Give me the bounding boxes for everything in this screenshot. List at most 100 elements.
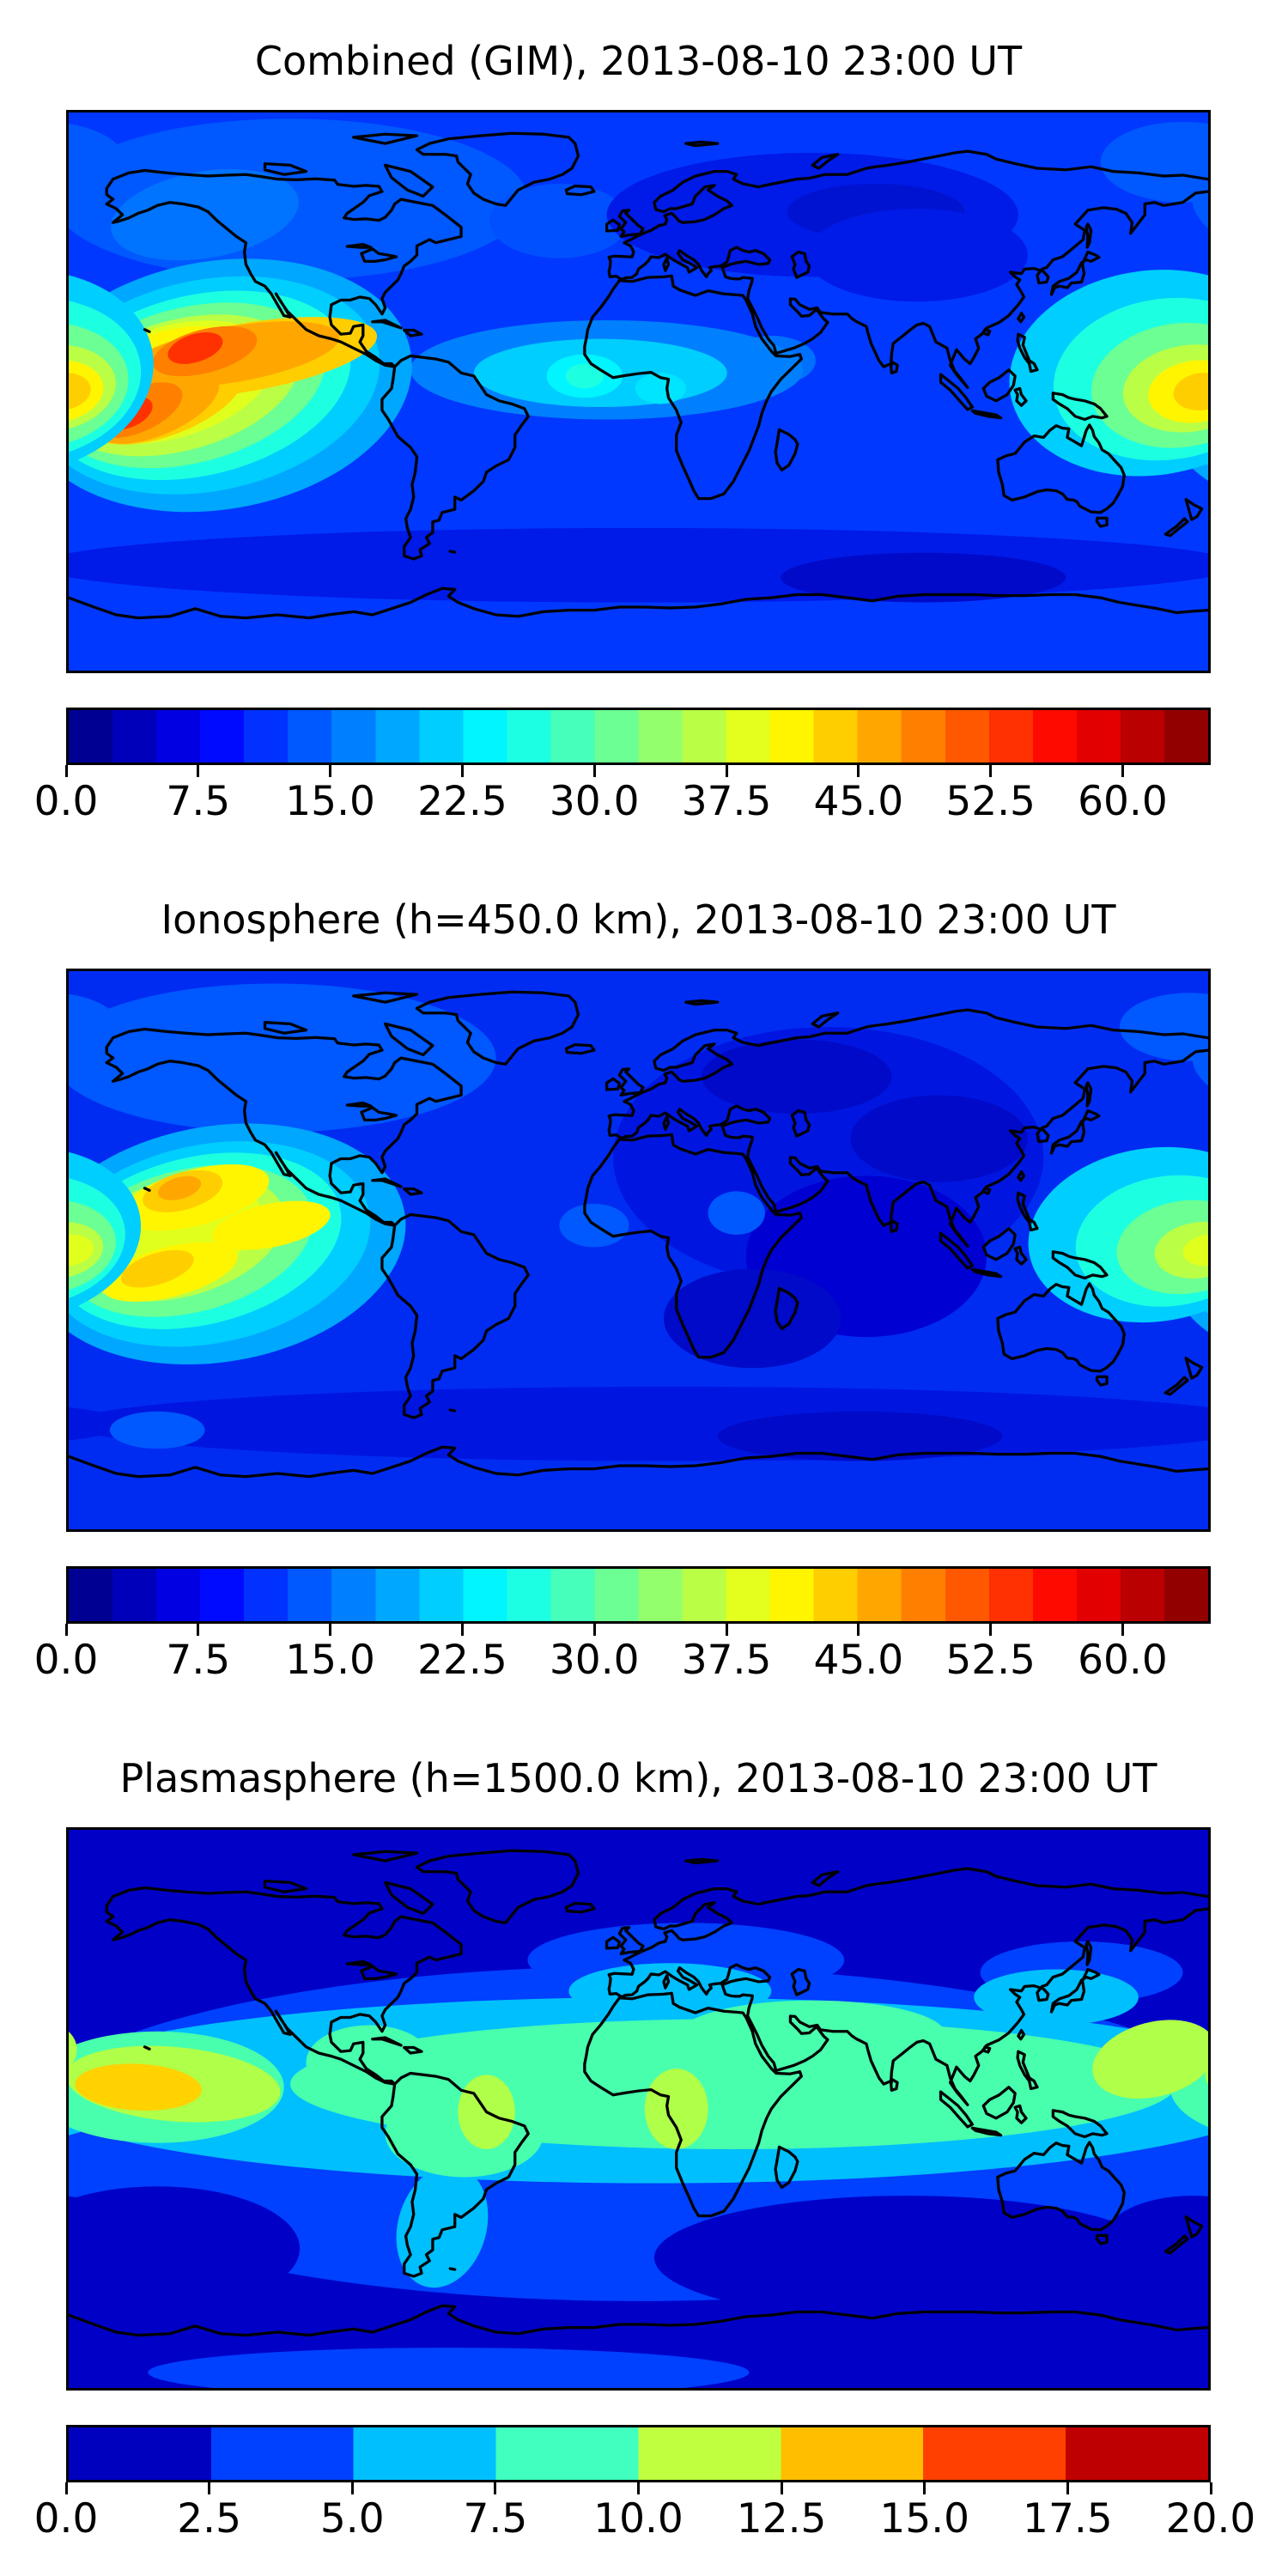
contour-blob xyxy=(805,208,1028,302)
colorbar-tick-label: 7.5 xyxy=(166,778,231,825)
colorbar-tick-label: 15.0 xyxy=(285,1637,375,1684)
coastlines xyxy=(69,131,1208,620)
contour-blob xyxy=(1103,2196,1208,2283)
coastlines xyxy=(69,1849,1208,2337)
contour-blob xyxy=(644,2069,708,2149)
contour-blob xyxy=(69,1234,94,1267)
contour-blob xyxy=(111,168,299,261)
map-plot xyxy=(66,1827,1211,2391)
contour-blob xyxy=(974,1969,1139,2026)
map-canvas xyxy=(69,971,1208,1529)
colorbar-tick xyxy=(1066,2482,1069,2494)
contour-field xyxy=(69,983,1208,1461)
colorbar-tick xyxy=(350,2482,354,2494)
contour-blob xyxy=(148,2348,750,2388)
contour-blob xyxy=(702,1039,892,1115)
contour-blob xyxy=(635,373,686,404)
contour-blob xyxy=(663,1268,841,1369)
colorbar-tick-label: 22.5 xyxy=(417,1637,507,1684)
contour-blob xyxy=(109,1411,205,1449)
colorbar-tick xyxy=(780,2482,783,2494)
contour-blob xyxy=(212,1200,331,1250)
colorbar xyxy=(66,708,1211,765)
colorbar-tick xyxy=(1121,765,1124,777)
colorbar-tick-label: 22.5 xyxy=(417,778,507,825)
panel-title: Ionosphere (h=450.0 km), 2013-08-10 23:0… xyxy=(161,896,1116,943)
contour-blob xyxy=(120,1249,194,1288)
colorbar-ticks xyxy=(64,1624,1211,1636)
colorbar-tick-label: 45.0 xyxy=(813,1637,904,1684)
colorbar-tick-labels: 0.0 7.5 15.0 22.5 30.0 37.5 45.0 52.5 60.0 xyxy=(34,1637,1211,1690)
colorbar-tick xyxy=(64,765,68,777)
contour-blob xyxy=(1176,553,1208,578)
contour-blob xyxy=(179,1898,465,1979)
colorbar-ticks xyxy=(64,2482,1212,2494)
colorbar-ticks xyxy=(64,765,1211,777)
panel-plasmasphere: Plasmasphere (h=1500.0 km), 2013-08-10 2… xyxy=(0,1717,1288,2576)
colorbar-tick xyxy=(329,765,332,777)
colorbar-tick-label: 52.5 xyxy=(945,1637,1036,1684)
colorbar-tick-label: 0.0 xyxy=(33,778,99,825)
colorbar-tick-label: 0.0 xyxy=(33,1637,99,1684)
colorbar-tick-label: 30.0 xyxy=(549,1637,640,1684)
contour-blob xyxy=(1092,2020,1208,2099)
contour-blob xyxy=(69,2196,142,2282)
contour-blob xyxy=(157,1176,202,1200)
colorbar-tick xyxy=(592,765,596,777)
colorbar-tick-label: 10.0 xyxy=(593,2495,683,2543)
colorbar-tick-label: 45.0 xyxy=(813,778,904,825)
colorbar-tick xyxy=(197,1624,200,1636)
colorbar-tick xyxy=(637,2482,640,2494)
contour-blob xyxy=(69,983,496,1133)
colorbar-tick xyxy=(857,1624,860,1636)
contour-blob xyxy=(306,2025,433,2100)
contour-field xyxy=(69,118,1208,603)
map-canvas xyxy=(69,1830,1208,2388)
colorbar-tick xyxy=(64,2482,68,2494)
colorbar-tick xyxy=(725,765,728,777)
contour-blob xyxy=(708,1191,765,1235)
contour-blob xyxy=(781,552,1066,603)
colorbar-tick xyxy=(923,2482,927,2494)
panel-title: Combined (GIM), 2013-08-10 23:00 UT xyxy=(254,38,1023,84)
contour-blob xyxy=(1119,993,1208,1061)
colorbar-tick-label: 30.0 xyxy=(549,778,640,825)
colorbar-tick-label: 5.0 xyxy=(319,2495,385,2543)
colorbar-tick xyxy=(989,1624,993,1636)
colorbar-tick xyxy=(857,765,860,777)
map-plot xyxy=(66,969,1211,1532)
colorbar-tick-label: 2.5 xyxy=(177,2495,241,2543)
colorbar-tick xyxy=(197,765,200,777)
colorbar-tick-label: 20.0 xyxy=(1165,2495,1256,2543)
panel-ionosphere: Ionosphere (h=450.0 km), 2013-08-10 23:0… xyxy=(0,859,1288,1717)
colorbar-tick-label: 7.5 xyxy=(463,2495,528,2543)
contour-blob xyxy=(69,373,91,410)
colorbar-tick xyxy=(725,1624,728,1636)
colorbar-tick xyxy=(1209,2482,1212,2494)
colorbar-tick-label: 37.5 xyxy=(681,778,772,825)
contour-blob xyxy=(69,993,119,1060)
colorbar-tick-label: 37.5 xyxy=(681,1637,772,1684)
colorbar xyxy=(66,2425,1211,2482)
colorbar-tick-label: 17.5 xyxy=(1023,2495,1113,2543)
colorbar-tick-label: 60.0 xyxy=(1078,1637,1168,1684)
panel-combined-gim: Combined (GIM), 2013-08-10 23:00 UT 0.0 7… xyxy=(0,0,1288,859)
contour-blob xyxy=(396,2166,489,2288)
contour-blob xyxy=(568,1963,772,2020)
colorbar-tick xyxy=(494,2482,497,2494)
contour-blob xyxy=(75,2063,202,2111)
colorbar-tick xyxy=(208,2482,211,2494)
contour-blob xyxy=(1173,373,1208,410)
colorbar-tick xyxy=(460,1624,464,1636)
colorbar-tick-label: 60.0 xyxy=(1078,778,1168,825)
contour-blob xyxy=(167,332,223,364)
contour-blob xyxy=(565,363,604,389)
colorbar-tick-label: 15.0 xyxy=(879,2495,970,2543)
colorbar-tick xyxy=(329,1624,332,1636)
colorbar-tick-labels: 0.0 7.5 15.0 22.5 30.0 37.5 45.0 52.5 60.0 xyxy=(34,778,1211,831)
contour-blob xyxy=(653,2196,1161,2320)
map-plot xyxy=(66,110,1211,673)
colorbar xyxy=(66,1566,1211,1624)
colorbar-tick xyxy=(64,1624,68,1636)
